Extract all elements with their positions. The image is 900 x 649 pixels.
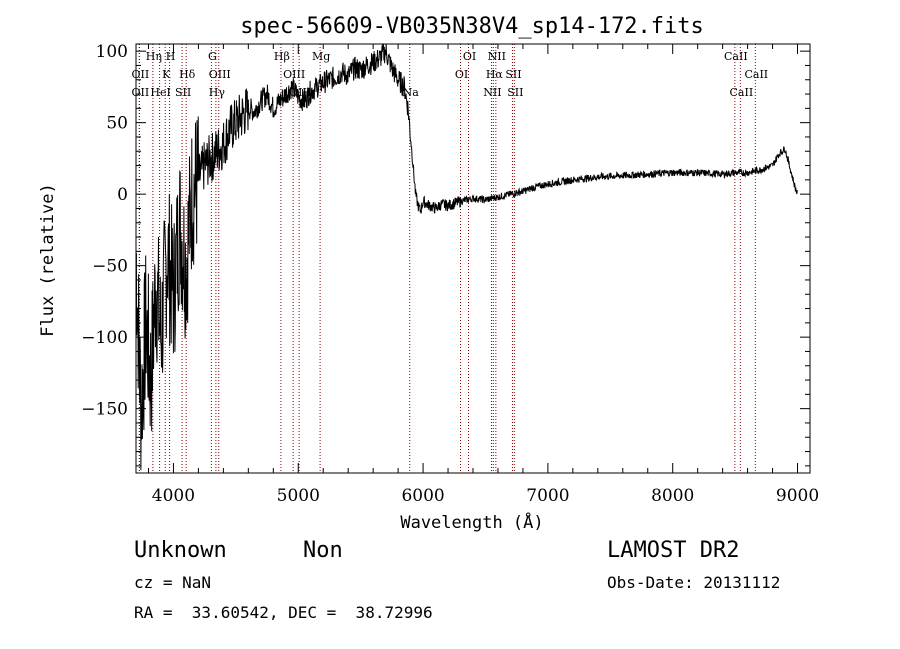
line-marker-label-17: OI <box>463 50 476 63</box>
redshift-cz: cz = NaN <box>134 573 212 592</box>
line-marker-label-10: OIII <box>209 68 231 81</box>
line-marker-label-23: CaII <box>724 50 748 63</box>
x-tick-label-3: 7000 <box>526 486 569 506</box>
line-marker-label-8: G <box>208 50 217 63</box>
y-tick-label-2: 0 <box>117 185 128 205</box>
x-axis-label: Wavelength (Å) <box>400 511 543 533</box>
line-marker-label-4: K <box>162 68 171 81</box>
line-marker-label-12: OIII <box>283 68 305 81</box>
object-subclass: Non <box>303 538 343 563</box>
y-tick-label-0: 100 <box>96 42 128 62</box>
line-marker-label-14: Mg <box>312 50 330 63</box>
y-axis-label: Flux (relative) <box>38 183 58 337</box>
y-tick-label-1: 50 <box>106 114 128 134</box>
line-marker-label-22: SII <box>507 86 523 99</box>
line-marker-label-16: OI <box>455 68 468 81</box>
line-marker-label-25: CaII <box>744 68 768 81</box>
x-tick-label-2: 6000 <box>401 486 444 506</box>
line-marker-label-3: HeI <box>150 86 170 99</box>
line-marker-label-5: H <box>166 50 176 63</box>
line-marker-label-11: Hβ <box>274 50 290 63</box>
line-marker-label-0: OII <box>132 68 150 81</box>
line-marker-label-19: Hα <box>486 68 504 81</box>
line-marker-label-20: NII <box>488 50 506 63</box>
line-marker-label-24: CaII <box>730 86 754 99</box>
ra-dec-coords: RA = 33.60542, DEC = 38.72996 <box>134 603 433 622</box>
chart-title: spec-56609-VB035N38V4_sp14-172.fits <box>240 14 704 39</box>
line-marker-label-6: SII <box>175 86 191 99</box>
y-tick-label-4: −100 <box>81 328 128 348</box>
observation-date: Obs-Date: 20131112 <box>607 573 781 592</box>
line-markers: OIIOIIHηHeIKHSIIHδGHγOIIIHβOIIIOIIIMgNaO… <box>132 44 768 473</box>
series-layer <box>135 43 798 471</box>
line-marker-label-1: OII <box>132 86 150 99</box>
x-tick-label-1: 5000 <box>277 486 320 506</box>
survey-name: LAMOST DR2 <box>607 538 740 563</box>
x-tick-label-4: 8000 <box>651 486 694 506</box>
y-tick-label-3: −50 <box>92 257 128 277</box>
line-marker-label-21: SII <box>505 68 521 81</box>
axis-ticks: 4000 5000 6000 7000 8000 9000 100 50 0 −50 −100 −15… <box>81 42 819 506</box>
line-marker-label-15: Na <box>403 86 420 99</box>
line-marker-label-18: NII <box>483 86 501 99</box>
object-class: Unknown <box>134 538 227 563</box>
x-tick-label-0: 4000 <box>152 486 195 506</box>
spectrum-line-0 <box>135 43 798 471</box>
line-marker-label-7: Hδ <box>179 68 196 81</box>
x-tick-label-5: 9000 <box>776 486 819 506</box>
line-marker-label-9: Hγ <box>209 86 226 99</box>
line-marker-label-2: Hη <box>146 50 162 63</box>
y-tick-label-5: −150 <box>81 400 128 420</box>
